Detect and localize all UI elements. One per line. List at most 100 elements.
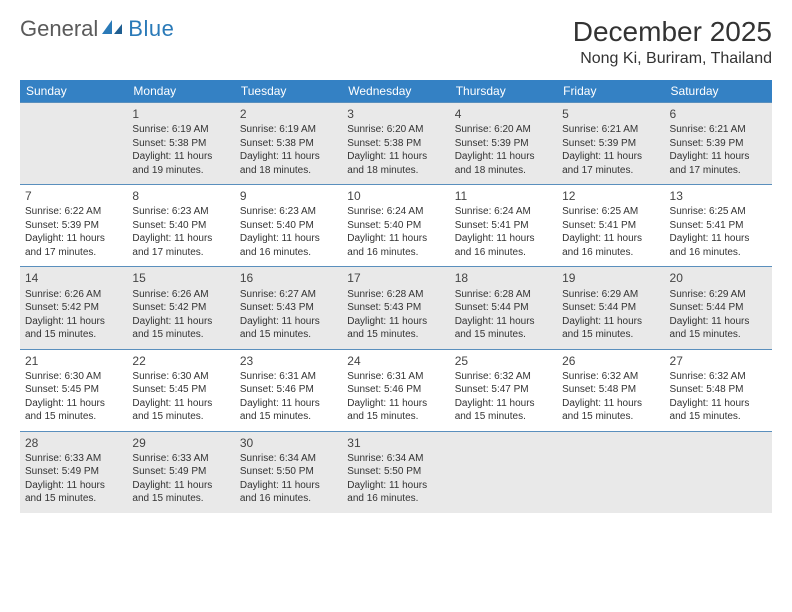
sunrise-text: Sunrise: 6:32 AM [562, 370, 659, 384]
calendar-day-cell: 5Sunrise: 6:21 AMSunset: 5:39 PMDaylight… [557, 103, 664, 185]
day-number: 9 [240, 188, 337, 204]
page-header: General Blue December 2025 Nong Ki, Buri… [20, 16, 772, 68]
sunrise-text: Sunrise: 6:32 AM [455, 370, 552, 384]
sunrise-text: Sunrise: 6:32 AM [670, 370, 767, 384]
calendar-week-row: 7Sunrise: 6:22 AMSunset: 5:39 PMDaylight… [20, 185, 772, 267]
daylight-text: Daylight: 11 hours and 17 minutes. [670, 150, 767, 177]
sunrise-text: Sunrise: 6:26 AM [132, 288, 229, 302]
calendar-day-cell: 25Sunrise: 6:32 AMSunset: 5:47 PMDayligh… [450, 349, 557, 431]
calendar-week-row: 21Sunrise: 6:30 AMSunset: 5:45 PMDayligh… [20, 349, 772, 431]
weekday-head: Sunday [20, 80, 127, 103]
day-number: 23 [240, 353, 337, 369]
sunset-text: Sunset: 5:40 PM [240, 219, 337, 233]
calendar-day-cell: 13Sunrise: 6:25 AMSunset: 5:41 PMDayligh… [665, 185, 772, 267]
sunset-text: Sunset: 5:39 PM [455, 137, 552, 151]
calendar-day-cell: 24Sunrise: 6:31 AMSunset: 5:46 PMDayligh… [342, 349, 449, 431]
sunrise-text: Sunrise: 6:19 AM [240, 123, 337, 137]
day-number: 11 [455, 188, 552, 204]
calendar-day-cell: 20Sunrise: 6:29 AMSunset: 5:44 PMDayligh… [665, 267, 772, 349]
calendar-day-cell: 18Sunrise: 6:28 AMSunset: 5:44 PMDayligh… [450, 267, 557, 349]
sunrise-text: Sunrise: 6:31 AM [347, 370, 444, 384]
daylight-text: Daylight: 11 hours and 15 minutes. [240, 315, 337, 342]
sunrise-text: Sunrise: 6:27 AM [240, 288, 337, 302]
day-number: 20 [670, 270, 767, 286]
sunset-text: Sunset: 5:41 PM [562, 219, 659, 233]
sunset-text: Sunset: 5:46 PM [240, 383, 337, 397]
day-number: 25 [455, 353, 552, 369]
sunrise-text: Sunrise: 6:28 AM [455, 288, 552, 302]
calendar-day-cell: 27Sunrise: 6:32 AMSunset: 5:48 PMDayligh… [665, 349, 772, 431]
day-number: 26 [562, 353, 659, 369]
daylight-text: Daylight: 11 hours and 17 minutes. [25, 232, 122, 259]
sunset-text: Sunset: 5:44 PM [670, 301, 767, 315]
calendar-day-cell: 19Sunrise: 6:29 AMSunset: 5:44 PMDayligh… [557, 267, 664, 349]
daylight-text: Daylight: 11 hours and 16 minutes. [455, 232, 552, 259]
calendar-day-cell: 14Sunrise: 6:26 AMSunset: 5:42 PMDayligh… [20, 267, 127, 349]
calendar-day-cell: 1Sunrise: 6:19 AMSunset: 5:38 PMDaylight… [127, 103, 234, 185]
sunrise-text: Sunrise: 6:21 AM [670, 123, 767, 137]
sunset-text: Sunset: 5:42 PM [132, 301, 229, 315]
sunrise-text: Sunrise: 6:25 AM [562, 205, 659, 219]
weekday-head: Saturday [665, 80, 772, 103]
sunrise-text: Sunrise: 6:20 AM [455, 123, 552, 137]
sunset-text: Sunset: 5:38 PM [132, 137, 229, 151]
day-number: 1 [132, 106, 229, 122]
sunset-text: Sunset: 5:50 PM [347, 465, 444, 479]
day-number: 15 [132, 270, 229, 286]
day-number: 17 [347, 270, 444, 286]
sunset-text: Sunset: 5:43 PM [347, 301, 444, 315]
calendar-day-cell: 12Sunrise: 6:25 AMSunset: 5:41 PMDayligh… [557, 185, 664, 267]
weekday-head: Monday [127, 80, 234, 103]
calendar-day-cell: 30Sunrise: 6:34 AMSunset: 5:50 PMDayligh… [235, 431, 342, 513]
calendar-body: 1Sunrise: 6:19 AMSunset: 5:38 PMDaylight… [20, 103, 772, 513]
daylight-text: Daylight: 11 hours and 15 minutes. [132, 479, 229, 506]
sunrise-text: Sunrise: 6:19 AM [132, 123, 229, 137]
day-number: 22 [132, 353, 229, 369]
daylight-text: Daylight: 11 hours and 17 minutes. [132, 232, 229, 259]
calendar-day-cell: 11Sunrise: 6:24 AMSunset: 5:41 PMDayligh… [450, 185, 557, 267]
daylight-text: Daylight: 11 hours and 15 minutes. [562, 315, 659, 342]
daylight-text: Daylight: 11 hours and 16 minutes. [347, 232, 444, 259]
sunrise-text: Sunrise: 6:24 AM [347, 205, 444, 219]
day-number: 6 [670, 106, 767, 122]
day-number: 31 [347, 435, 444, 451]
calendar-day-cell: 9Sunrise: 6:23 AMSunset: 5:40 PMDaylight… [235, 185, 342, 267]
sunset-text: Sunset: 5:39 PM [562, 137, 659, 151]
day-number: 30 [240, 435, 337, 451]
weekday-head: Tuesday [235, 80, 342, 103]
sunset-text: Sunset: 5:38 PM [240, 137, 337, 151]
calendar-day-cell: 26Sunrise: 6:32 AMSunset: 5:48 PMDayligh… [557, 349, 664, 431]
daylight-text: Daylight: 11 hours and 15 minutes. [455, 315, 552, 342]
calendar-day-cell: 16Sunrise: 6:27 AMSunset: 5:43 PMDayligh… [235, 267, 342, 349]
day-number: 27 [670, 353, 767, 369]
sunrise-text: Sunrise: 6:22 AM [25, 205, 122, 219]
daylight-text: Daylight: 11 hours and 15 minutes. [670, 397, 767, 424]
sunrise-text: Sunrise: 6:33 AM [132, 452, 229, 466]
calendar-day-cell: 8Sunrise: 6:23 AMSunset: 5:40 PMDaylight… [127, 185, 234, 267]
calendar-day-cell: 3Sunrise: 6:20 AMSunset: 5:38 PMDaylight… [342, 103, 449, 185]
sunrise-text: Sunrise: 6:30 AM [132, 370, 229, 384]
sunset-text: Sunset: 5:45 PM [132, 383, 229, 397]
sunset-text: Sunset: 5:48 PM [562, 383, 659, 397]
day-number: 13 [670, 188, 767, 204]
daylight-text: Daylight: 11 hours and 15 minutes. [347, 397, 444, 424]
sunrise-text: Sunrise: 6:23 AM [132, 205, 229, 219]
calendar-day-cell: 28Sunrise: 6:33 AMSunset: 5:49 PMDayligh… [20, 431, 127, 513]
day-number: 29 [132, 435, 229, 451]
sunset-text: Sunset: 5:44 PM [455, 301, 552, 315]
day-number: 28 [25, 435, 122, 451]
calendar-day-cell: 7Sunrise: 6:22 AMSunset: 5:39 PMDaylight… [20, 185, 127, 267]
calendar-day-cell: 21Sunrise: 6:30 AMSunset: 5:45 PMDayligh… [20, 349, 127, 431]
sunset-text: Sunset: 5:47 PM [455, 383, 552, 397]
brand-part2: Blue [128, 16, 174, 42]
weekday-head: Friday [557, 80, 664, 103]
sunrise-text: Sunrise: 6:21 AM [562, 123, 659, 137]
daylight-text: Daylight: 11 hours and 16 minutes. [240, 479, 337, 506]
calendar-day-cell: 4Sunrise: 6:20 AMSunset: 5:39 PMDaylight… [450, 103, 557, 185]
daylight-text: Daylight: 11 hours and 18 minutes. [240, 150, 337, 177]
calendar-day-cell [20, 103, 127, 185]
day-number: 8 [132, 188, 229, 204]
calendar-week-row: 1Sunrise: 6:19 AMSunset: 5:38 PMDaylight… [20, 103, 772, 185]
calendar-day-cell: 15Sunrise: 6:26 AMSunset: 5:42 PMDayligh… [127, 267, 234, 349]
sunrise-text: Sunrise: 6:26 AM [25, 288, 122, 302]
